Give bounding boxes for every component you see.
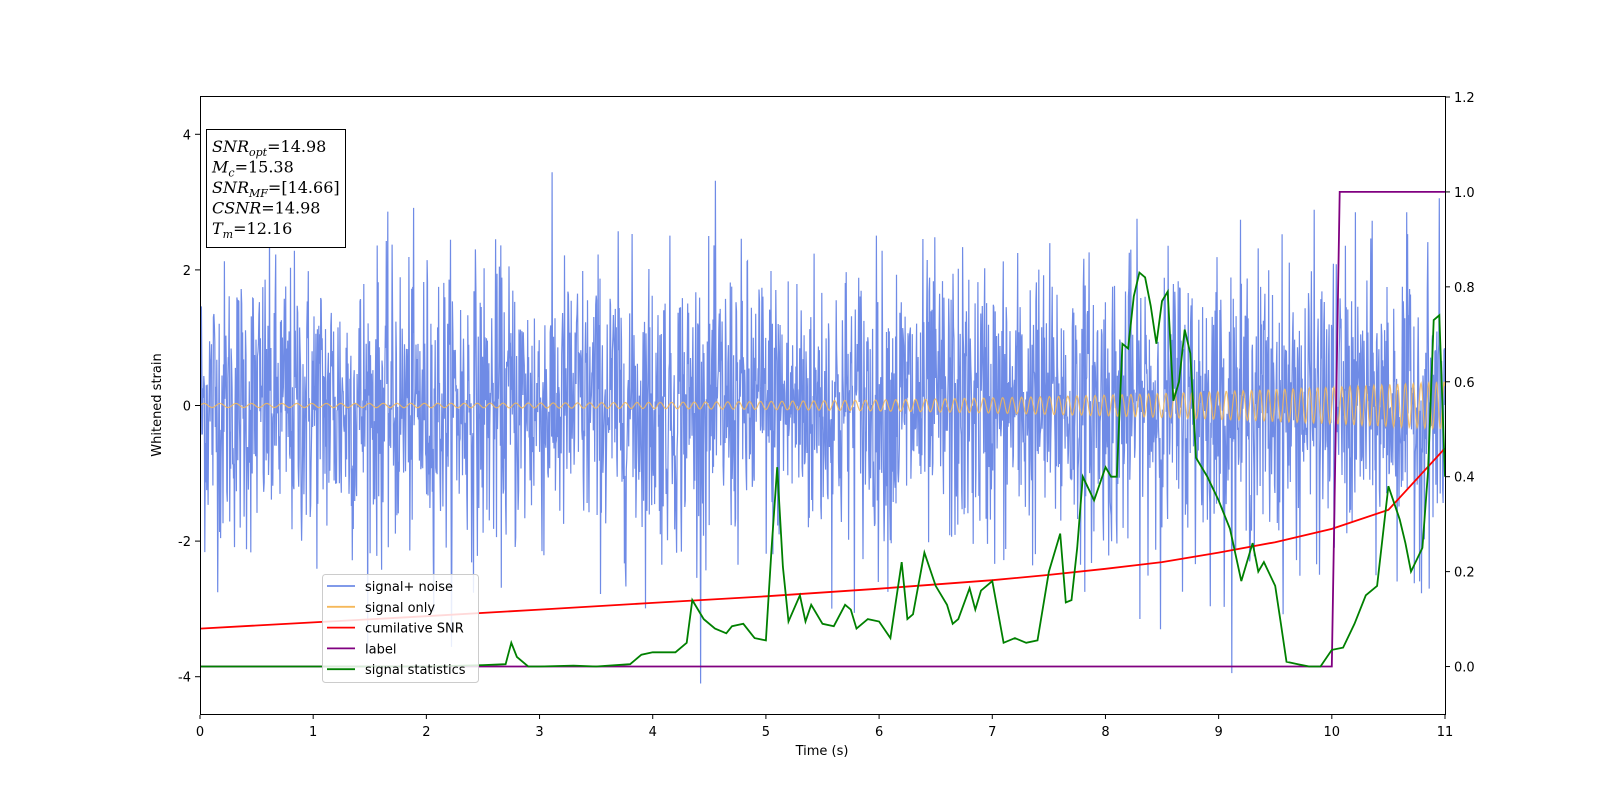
y2-tick-label: 1.2 [1454,91,1475,106]
plot-frame [200,96,1446,715]
x-tick-label: 5 [762,725,770,740]
y-axis-right: 0.0 0.2 0.4 0.6 0.8 1.0 1.2 [1445,91,1475,676]
x-tick-label: 11 [1437,725,1454,740]
y2-tick-label: 0.2 [1454,566,1475,581]
y-tick-label: 4 [183,128,191,143]
y-axis-label: Whitened strain [150,353,165,456]
y-tick-label: -4 [178,671,191,686]
y2-tick-label: 0.0 [1454,661,1475,676]
y-axis-left: -4 -2 0 2 4 [178,128,200,686]
x-tick-label: 2 [422,725,430,740]
y2-tick-label: 0.6 [1454,376,1475,391]
y2-tick-label: 0.4 [1454,471,1475,486]
info-line: CSNR=14.98 [212,199,320,218]
legend-entry: signal+ noise [365,580,453,595]
plot-area [200,172,1445,684]
y2-tick-label: 0.8 [1454,281,1475,296]
legend-frame [322,574,479,683]
x-axis-label: Time (s) [795,744,849,759]
info-line: SNRMF=[14.66] [212,178,340,200]
series-line-label [200,191,1445,668]
x-tick-label: 0 [196,725,204,740]
info-box-frame [206,129,346,248]
x-axis: 0 1 2 3 4 5 6 7 8 9 10 11 [196,715,1453,740]
x-tick-label: 3 [535,725,543,740]
info-box: SNRopt=14.98Mc=15.38SNRMF=[14.66]CSNR=14… [206,129,346,248]
info-line: SNRopt=14.98 [212,137,326,159]
x-tick-label: 7 [988,725,996,740]
info-line: Tm=12.16 [212,219,292,241]
y2-tick-label: 1.0 [1454,186,1475,201]
legend-entry: cumilative SNR [365,622,464,637]
series-line-signal-only [200,380,1445,431]
legend-entry: signal only [365,601,435,616]
series-line-signal-statistics [200,270,1445,668]
series-line-signal-noise [200,172,1445,684]
x-tick-label: 9 [1214,725,1222,740]
y-tick-label: 2 [183,264,191,279]
series-line-cumulative-snr [200,447,1445,630]
y-tick-label: 0 [183,400,191,415]
legend-entry: label [365,642,396,657]
x-tick-label: 4 [649,725,657,740]
info-line: Mc=15.38 [211,158,294,180]
x-tick-label: 10 [1324,725,1341,740]
y-tick-label: -2 [178,535,191,550]
legend-entry: signal statistics [365,663,466,678]
x-tick-label: 6 [875,725,883,740]
legend: signal+ noise signal only cumilative SNR la… [322,574,479,683]
x-tick-label: 1 [309,725,317,740]
x-tick-label: 8 [1101,725,1109,740]
